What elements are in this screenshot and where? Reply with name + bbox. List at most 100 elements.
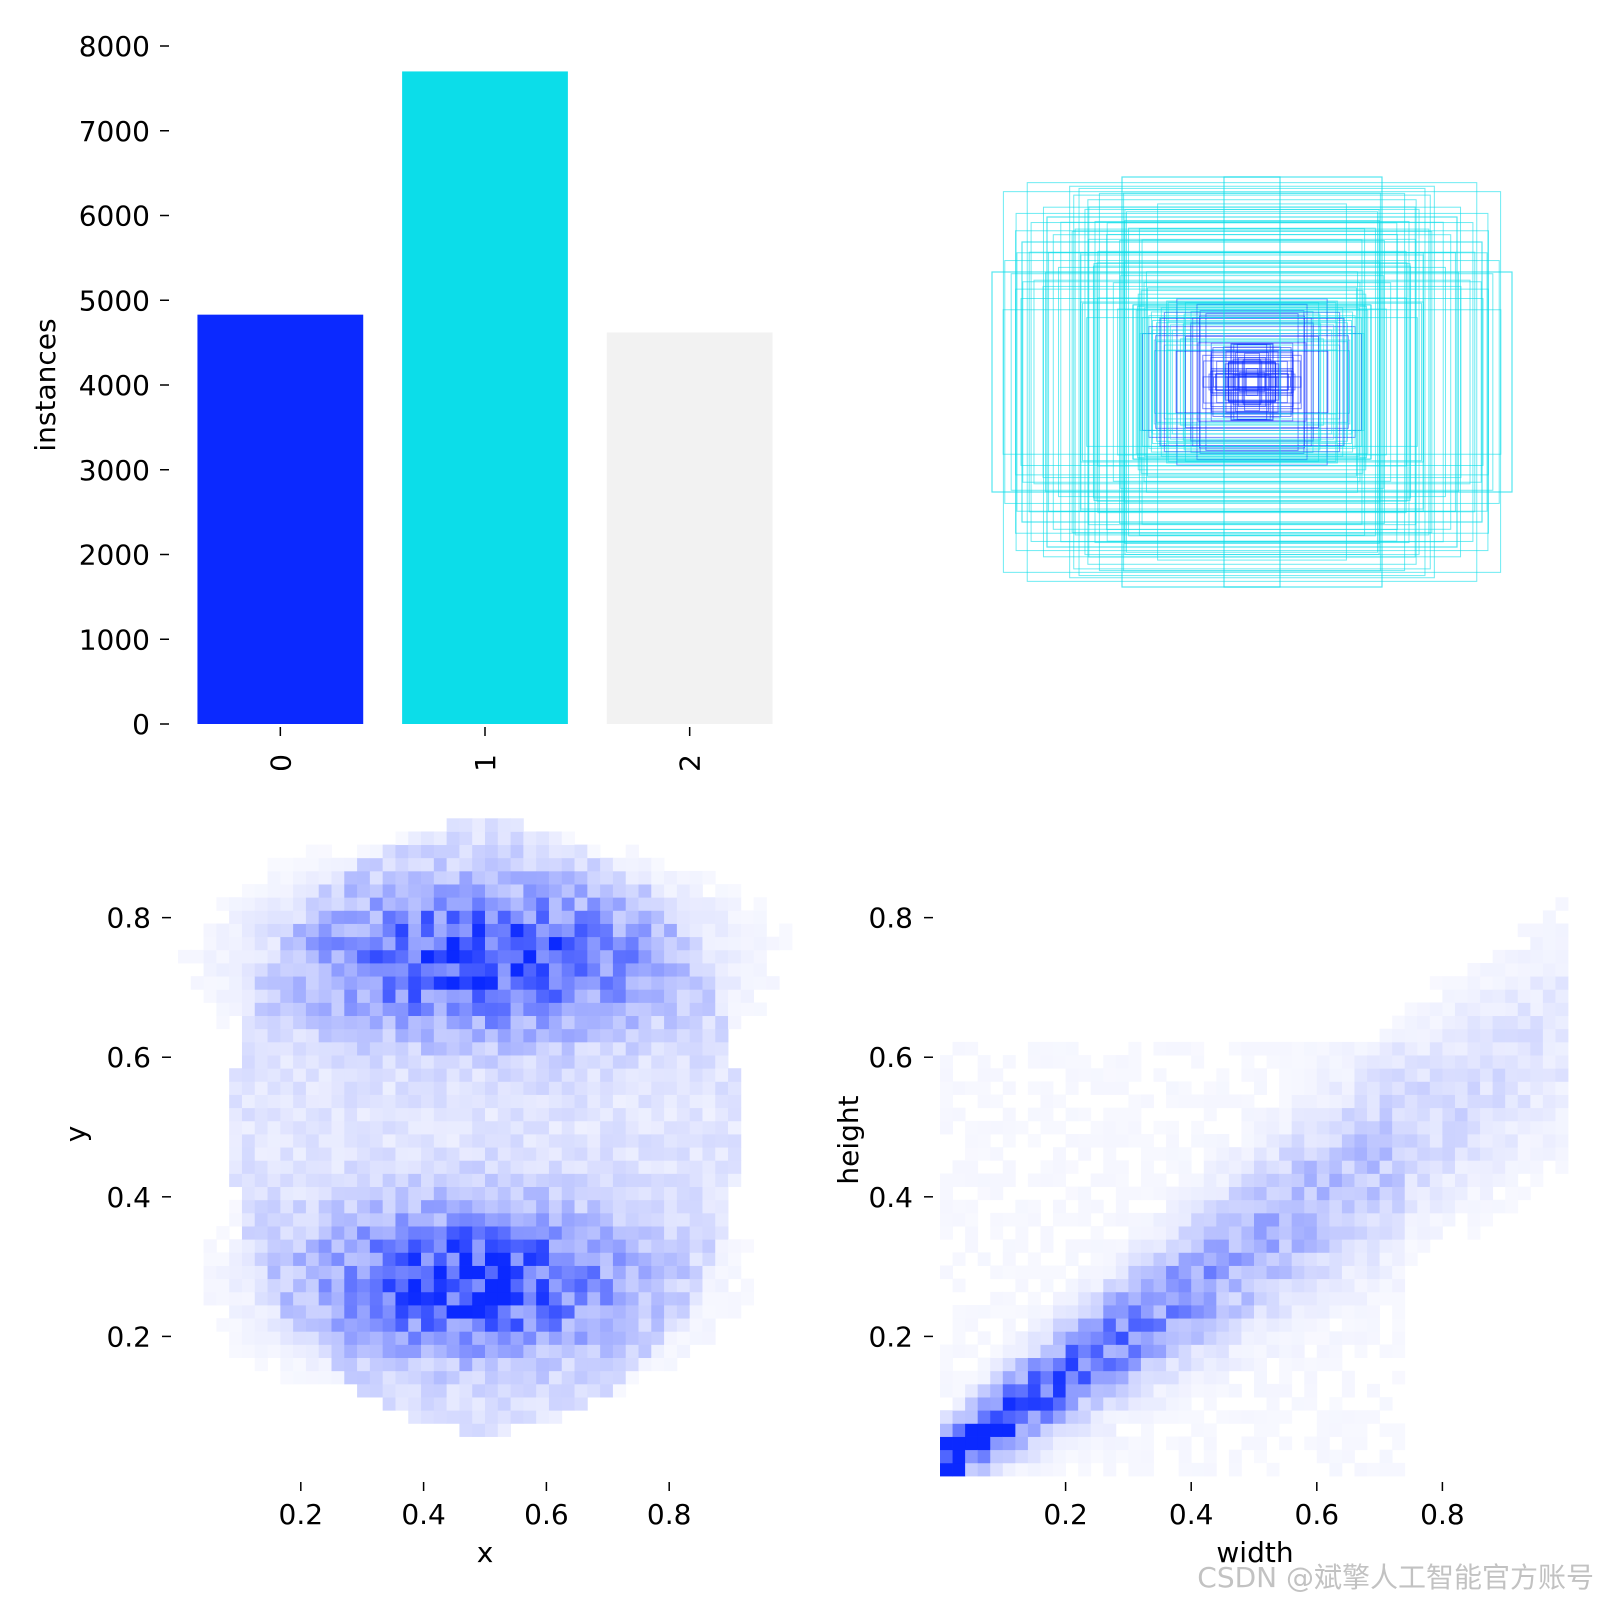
- heatmap-cell: [1442, 1134, 1456, 1148]
- heatmap-cell: [1002, 1397, 1016, 1411]
- heatmap-cell: [395, 1239, 409, 1253]
- heatmap-cell: [1329, 1160, 1343, 1174]
- heatmap-cell: [523, 1068, 537, 1082]
- heatmap-cell: [940, 1120, 953, 1135]
- heatmap-cell: [1002, 1305, 1016, 1319]
- heatmap-cell: [267, 976, 281, 990]
- heatmap-cell: [293, 1199, 307, 1214]
- heatmap-cell: [965, 1239, 979, 1253]
- heatmap-cell: [344, 1173, 358, 1188]
- heatmap-cell: [952, 1410, 966, 1424]
- heatmap-cell: [689, 1015, 703, 1030]
- heatmap-cell: [1480, 1002, 1494, 1017]
- heatmap-cell: [382, 1278, 396, 1293]
- heatmap-cell: [472, 1002, 486, 1017]
- heatmap-cell: [574, 1173, 588, 1188]
- heatmap-cell: [548, 910, 563, 924]
- heatmap-cell: [1241, 1331, 1255, 1345]
- heatmap-cell: [331, 1357, 345, 1372]
- heatmap-cell: [446, 897, 460, 911]
- heatmap-cell: [638, 923, 652, 938]
- heatmap-cell: [702, 1278, 716, 1293]
- heatmap-cell: [1316, 1226, 1330, 1240]
- heatmap-cell: [497, 989, 511, 1003]
- heatmap-cell: [1015, 1423, 1029, 1437]
- heatmap-cell: [676, 989, 691, 1003]
- heatmap-cell: [1103, 1462, 1117, 1477]
- heatmap-cell: [1304, 1173, 1318, 1188]
- heatmap-cell: [548, 831, 563, 846]
- heatmap-cell: [395, 1120, 409, 1135]
- heatmap-cell: [1228, 1331, 1242, 1345]
- heatmap-cell: [1354, 1305, 1368, 1319]
- heatmap-cell: [305, 1252, 320, 1266]
- heatmap-cell: [408, 844, 422, 859]
- heatmap-cell: [702, 1094, 716, 1109]
- heatmap-cell: [1530, 963, 1544, 977]
- heatmap-cell: [1379, 1186, 1393, 1201]
- heatmap-cell: [1216, 1147, 1230, 1161]
- heatmap-cell: [1040, 1055, 1054, 1069]
- heatmap-cell: [344, 923, 358, 938]
- heatmap-cell: [510, 1212, 524, 1227]
- heatmap-cell: [472, 1239, 486, 1253]
- bounding-box: [1020, 297, 1484, 467]
- heatmap-cell: [1341, 1041, 1355, 1056]
- heatmap-cell: [344, 1318, 358, 1332]
- heatmap-cell: [1228, 1147, 1242, 1161]
- heatmap-cell: [1090, 1397, 1104, 1411]
- heatmap-cell: [1542, 1028, 1556, 1043]
- heatmap-cell: [1442, 1081, 1456, 1095]
- heatmap-cell: [421, 1344, 435, 1359]
- heatmap-cell: [421, 1252, 435, 1266]
- heatmap-cell: [382, 936, 396, 951]
- heatmap-cell: [536, 1107, 550, 1122]
- heatmap-cell: [1417, 1068, 1431, 1082]
- heatmap-cell: [382, 1173, 396, 1188]
- heatmap-cell: [357, 976, 371, 990]
- heatmap-cell: [472, 989, 486, 1003]
- heatmap-cell: [433, 1015, 448, 1030]
- heatmap-cell: [229, 989, 243, 1003]
- heatmap-cell: [331, 1318, 345, 1332]
- heatmap-cell: [241, 936, 256, 951]
- heatmap-cell: [1266, 1278, 1280, 1293]
- heatmap-cell: [267, 1041, 281, 1056]
- heatmap-cell: [1078, 1344, 1092, 1359]
- heatmap-cell: [293, 1291, 307, 1306]
- heatmap-cell: [638, 897, 652, 911]
- heatmap-cell: [536, 1318, 550, 1332]
- heatmap-cell: [497, 1002, 511, 1017]
- heatmap-cell: [357, 1331, 371, 1345]
- heatmap-cell: [1367, 1094, 1380, 1109]
- heatmap-cell: [318, 976, 332, 990]
- heatmap-cell: [1191, 1410, 1205, 1424]
- heatmap-cell: [1216, 1305, 1230, 1319]
- heatmap-cell: [267, 1318, 281, 1332]
- heatmap-cell: [1078, 1383, 1092, 1398]
- heatmap-cell: [1166, 1383, 1180, 1398]
- heatmap-cell: [1467, 1186, 1481, 1201]
- heatmap-cell: [1216, 1410, 1230, 1424]
- heatmap-cell: [600, 1068, 614, 1082]
- heatmap-cell: [574, 1265, 588, 1280]
- heatmap-cell: [1140, 1449, 1154, 1464]
- heatmap-cell: [728, 1160, 742, 1174]
- heatmap-cell: [241, 963, 256, 977]
- heatmap-cell: [1027, 1265, 1041, 1280]
- heatmap-cell: [689, 1226, 703, 1240]
- heatmap-cell: [1203, 1226, 1217, 1240]
- heatmap-cell: [382, 1147, 396, 1161]
- heatmap-cell: [561, 1199, 575, 1214]
- heatmap-cell: [433, 1383, 448, 1398]
- heatmap-cell: [664, 1331, 678, 1345]
- heatmap-cell: [1442, 1212, 1456, 1227]
- heatmap-cell: [664, 1278, 678, 1293]
- heatmap-cell: [305, 1226, 320, 1240]
- heatmap-cell: [344, 857, 358, 872]
- bounding-box: [1042, 206, 1462, 558]
- bounding-box: [1028, 251, 1476, 513]
- heatmap-cell: [497, 1252, 511, 1266]
- heatmap-cell: [702, 1331, 716, 1345]
- heatmap-cell: [638, 1068, 652, 1082]
